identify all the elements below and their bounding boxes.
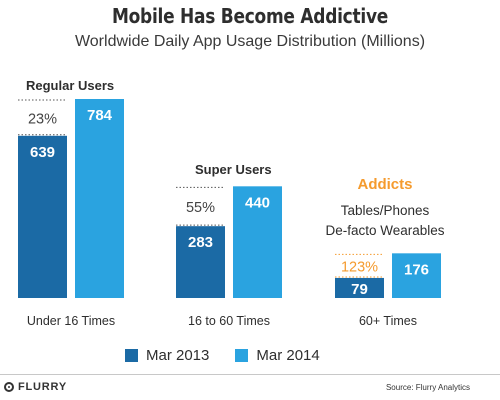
growth-label-3: 123% — [341, 260, 378, 276]
addicts-note-line-1: Tables/Phones — [341, 203, 430, 218]
source-note: Source: Flurry Analytics — [385, 383, 470, 392]
legend-item-2013: Mar 2013 — [125, 347, 209, 364]
growth-label-1: 23% — [28, 111, 57, 127]
chart-title: Mobile Has Become Addictive — [111, 4, 389, 28]
bar-2013-1 — [18, 135, 67, 298]
bar-2014-3 — [392, 253, 441, 298]
group-title-addicts: Addicts — [357, 176, 412, 193]
legend-item-2014: Mar 2014 — [235, 347, 320, 364]
value-label-2013-1: 639 — [30, 144, 55, 161]
bar-2013-3 — [335, 277, 384, 298]
bar-2013-2 — [176, 226, 225, 298]
value-label-2014-3: 176 — [404, 261, 429, 278]
group-title-super: Super Users — [195, 162, 272, 177]
flurry-logo-icon — [4, 382, 14, 392]
legend-label-2013: Mar 2013 — [146, 347, 210, 364]
value-label-2014-1: 784 — [87, 107, 113, 124]
bar-2014-1 — [75, 99, 124, 298]
footer-divider — [0, 374, 500, 375]
category-label-2: 16 to 60 Times — [188, 314, 270, 328]
chart-legend: Mar 2013 Mar 2014 — [125, 347, 346, 364]
value-label-2013-3: 79 — [351, 281, 368, 298]
group-title-regular: Regular Users — [26, 78, 114, 93]
legend-swatch-2013 — [125, 349, 138, 362]
category-label-1: Under 16 Times — [27, 314, 115, 328]
value-label-2013-2: 283 — [188, 234, 213, 251]
growth-label-2: 55% — [186, 200, 215, 216]
bar-2014-2 — [233, 186, 282, 298]
legend-label-2014: Mar 2014 — [256, 347, 320, 364]
value-label-2014-2: 440 — [245, 194, 270, 211]
brand-name: FLURRY — [18, 381, 67, 393]
flurry-logo: FLURRY — [4, 381, 67, 393]
chart-subtitle: Worldwide Daily App Usage Distribution (… — [74, 33, 426, 50]
legend-swatch-2014 — [235, 349, 249, 362]
addicts-note-line-2: De-facto Wearables — [325, 223, 444, 238]
category-label-3: 60+ Times — [359, 314, 417, 328]
